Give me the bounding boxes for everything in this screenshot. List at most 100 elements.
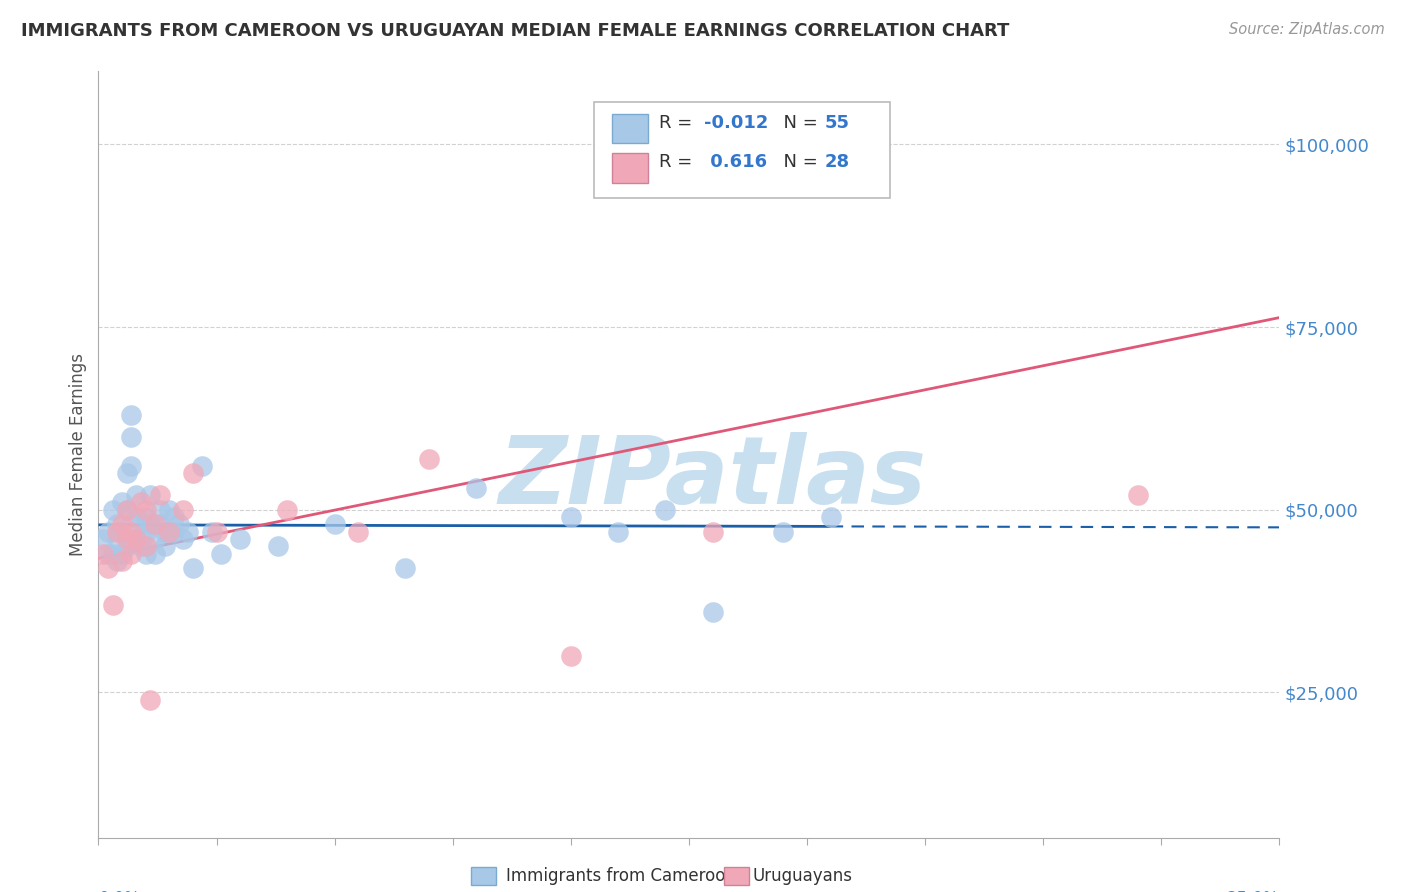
Point xyxy=(111,495,134,509)
Point xyxy=(347,524,370,539)
Point xyxy=(101,502,124,516)
Text: -0.012: -0.012 xyxy=(704,113,769,131)
Point xyxy=(105,532,128,546)
Text: Immigrants from Cameroon: Immigrants from Cameroon xyxy=(506,867,735,885)
Text: R =: R = xyxy=(659,113,699,131)
Text: 28: 28 xyxy=(825,153,849,171)
Point xyxy=(115,532,138,546)
Point xyxy=(135,547,157,561)
Point xyxy=(115,539,138,553)
Point xyxy=(276,502,298,516)
Point xyxy=(181,466,204,480)
Point xyxy=(121,408,143,422)
Point xyxy=(157,524,180,539)
Point xyxy=(111,554,134,568)
Point xyxy=(465,481,488,495)
Text: Uruguayans: Uruguayans xyxy=(752,867,852,885)
Point xyxy=(820,510,842,524)
Point xyxy=(135,502,157,516)
Point xyxy=(135,524,157,539)
FancyBboxPatch shape xyxy=(612,153,648,183)
Point xyxy=(163,510,186,524)
Text: N =: N = xyxy=(772,153,823,171)
Point xyxy=(129,539,152,553)
Point xyxy=(121,430,143,444)
Text: Source: ZipAtlas.com: Source: ZipAtlas.com xyxy=(1229,22,1385,37)
Point xyxy=(167,517,190,532)
Text: IMMIGRANTS FROM CAMEROON VS URUGUAYAN MEDIAN FEMALE EARNINGS CORRELATION CHART: IMMIGRANTS FROM CAMEROON VS URUGUAYAN ME… xyxy=(21,22,1010,40)
Point xyxy=(121,547,143,561)
Text: ZIPatlas: ZIPatlas xyxy=(499,432,927,524)
Point xyxy=(172,502,194,516)
Point xyxy=(181,561,204,575)
FancyBboxPatch shape xyxy=(595,102,890,198)
Point xyxy=(97,547,120,561)
Point xyxy=(125,488,148,502)
Point xyxy=(654,502,676,516)
Point xyxy=(115,502,138,516)
Point xyxy=(177,524,200,539)
Point xyxy=(125,510,148,524)
Point xyxy=(844,167,866,181)
Point xyxy=(153,539,176,553)
FancyBboxPatch shape xyxy=(612,113,648,143)
Point xyxy=(267,539,290,553)
Point xyxy=(115,466,138,480)
Point xyxy=(201,524,224,539)
Point xyxy=(772,524,794,539)
Point xyxy=(91,532,114,546)
Point xyxy=(105,517,128,532)
Point xyxy=(607,524,630,539)
Text: 0.616: 0.616 xyxy=(704,153,768,171)
Text: 0.0%: 0.0% xyxy=(98,889,141,892)
Point xyxy=(121,458,143,473)
Point xyxy=(1126,488,1149,502)
Point xyxy=(125,532,148,546)
Point xyxy=(157,524,180,539)
Point xyxy=(97,524,120,539)
Point xyxy=(105,554,128,568)
Point xyxy=(125,532,148,546)
Point xyxy=(101,598,124,612)
Point xyxy=(101,547,124,561)
Point xyxy=(129,517,152,532)
Point xyxy=(135,510,157,524)
Point xyxy=(153,524,176,539)
Text: 25.0%: 25.0% xyxy=(1227,889,1279,892)
Point xyxy=(418,451,440,466)
Point xyxy=(143,532,166,546)
Point xyxy=(143,517,166,532)
Point xyxy=(157,502,180,516)
Point xyxy=(139,488,162,502)
Point xyxy=(702,605,724,619)
Point xyxy=(139,517,162,532)
Point xyxy=(209,547,232,561)
Point xyxy=(702,524,724,539)
Point xyxy=(91,547,114,561)
Point xyxy=(323,517,346,532)
Y-axis label: Median Female Earnings: Median Female Earnings xyxy=(69,353,87,557)
Point xyxy=(149,502,172,516)
Point xyxy=(191,458,214,473)
Point xyxy=(560,510,582,524)
Point xyxy=(111,524,134,539)
Point xyxy=(163,524,186,539)
Text: N =: N = xyxy=(772,113,823,131)
Point xyxy=(149,517,172,532)
Point xyxy=(121,524,143,539)
Point xyxy=(111,517,134,532)
Text: R =: R = xyxy=(659,153,699,171)
Point xyxy=(105,524,128,539)
Point xyxy=(115,502,138,516)
Point xyxy=(172,532,194,546)
Point xyxy=(143,547,166,561)
Point xyxy=(229,532,252,546)
Point xyxy=(97,561,120,575)
Point xyxy=(149,488,172,502)
Point xyxy=(560,648,582,663)
Point xyxy=(205,524,228,539)
Point xyxy=(135,539,157,553)
Point xyxy=(394,561,416,575)
Text: 55: 55 xyxy=(825,113,849,131)
Point xyxy=(111,547,134,561)
